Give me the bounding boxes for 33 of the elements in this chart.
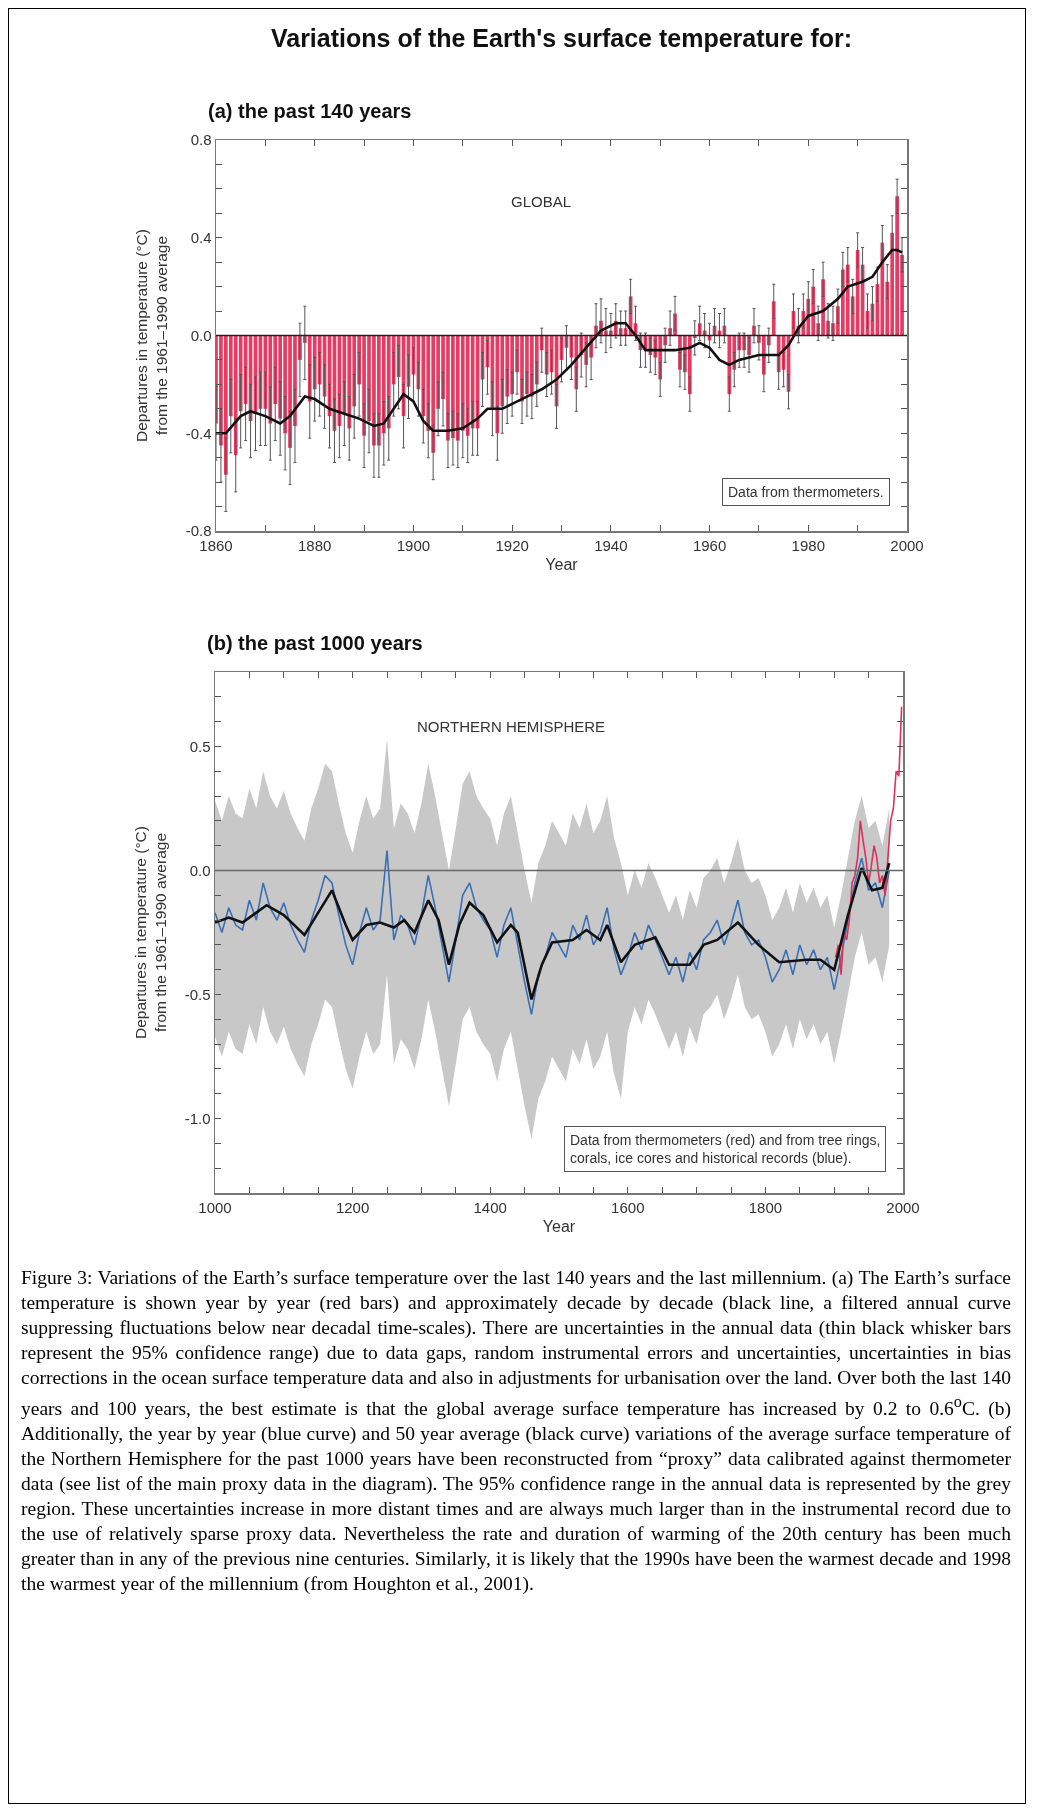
chart-subtitle: (b) the past 1000 years bbox=[207, 632, 423, 654]
x-tick-label: 1900 bbox=[396, 536, 431, 554]
x-tick-label: 1920 bbox=[495, 536, 529, 554]
y-axis-title: Departures in temperature (°C) from the 1961–1990 average bbox=[132, 229, 170, 442]
chart-subtitle: (a) the past 140 years bbox=[208, 100, 412, 122]
y-axis-title: Departures in temperature (°C) from the 1961–1990 average bbox=[131, 826, 169, 1039]
x-tick-label: 2000 bbox=[886, 1198, 920, 1216]
text: Figure 3: Variations of the Earth’s surface temperature over the last 140 years and the last millennium. (a) The Earth’s surface temperature is shown year by year (red bars) and approximately decade by decade (black line, a filtered annual curve suppressing fluctuations below near decadal time-scales). There are uncertainties in the annual data (thin black whisker bars represent the 95% confidence range) due to data gaps, random instrumental errors and uncertainties, uncertainties in bias corrections in the ocean surface temperature data and also in adjustments for urbanisation over the land. Over both the last 140 years and 100 years, the best estimate is that the global average surface temperature has increased by 0.2 to 0.6$^{o}$C. (b) Additionally, the year by year (blue curve) and 50 year average (black curve) variations of the average surface temperature of the Northern Hemisphere for the past 1000 years have been reconstructed from “proxy” data calibrated against thermometer data (see list of the main proxy data in the diagram). The 95% confidence range in the annual data is represented by the grey region. These uncertainties increase in more distant times and are always much larger than in the instrumental record due to the use of relatively sparse proxy data. Nevertheless the rate and duration of warming of the 20th century has been much greater than in any of the previous nine centuries. Similarly, it is likely that the 1990s have been the warmest decade and 1998 the warmest year of the millennium (from Houghton et al., 2001). bbox=[21, 1267, 1011, 1594]
x-tick-label: 1600 bbox=[611, 1198, 645, 1216]
y-tick-label: 0.0 bbox=[189, 861, 211, 879]
y-tick-label: 0.0 bbox=[190, 326, 212, 344]
x-tick-label: 2000 bbox=[890, 536, 924, 554]
x-tick-label: 1000 bbox=[198, 1198, 232, 1216]
chart-title: Variations of the Earth's surface temperature for: bbox=[270, 24, 853, 53]
y-tick-label: -0.5 bbox=[184, 985, 211, 1003]
x-tick-label: 1980 bbox=[791, 536, 825, 554]
annotation: NORTHERN HEMISPHERE bbox=[417, 718, 606, 735]
annotation: GLOBAL bbox=[511, 193, 572, 210]
y-tick-label: 0.8 bbox=[190, 131, 212, 149]
annotation: Data from thermometers. bbox=[728, 484, 884, 500]
x-tick-label: 1880 bbox=[298, 536, 332, 554]
x-tick-label: 1400 bbox=[473, 1198, 507, 1216]
x-tick-label: 1800 bbox=[748, 1198, 783, 1216]
x-tick-label: 1200 bbox=[335, 1198, 370, 1216]
annotation: Data from thermometers (red) and from tree rings, corals, ice cores and historical records (blue). bbox=[570, 1132, 881, 1167]
x-tick-label: 1960 bbox=[692, 536, 727, 554]
y-tick-label: -1.0 bbox=[184, 1109, 211, 1127]
y-tick-label: 0.5 bbox=[189, 737, 211, 755]
x-axis-title: Year bbox=[545, 555, 579, 573]
x-axis-title: Year bbox=[542, 1217, 576, 1235]
y-tick-label: 0.4 bbox=[190, 229, 212, 246]
y-tick-label: -0.4 bbox=[185, 424, 212, 442]
x-tick-label: 1940 bbox=[594, 536, 628, 554]
